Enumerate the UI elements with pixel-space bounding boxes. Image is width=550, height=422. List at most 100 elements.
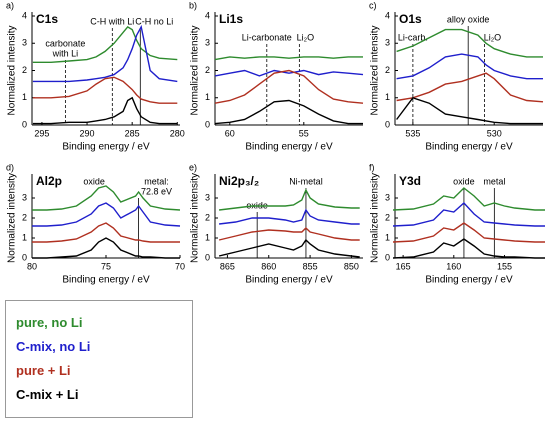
x-tick-label: 60 bbox=[225, 128, 235, 138]
panel-title: Y3d bbox=[399, 174, 421, 188]
spectrum-line bbox=[396, 72, 544, 103]
y-axis-label: Normalized intensity bbox=[370, 173, 381, 263]
spectrum-line bbox=[32, 202, 181, 227]
x-tick-label: 285 bbox=[125, 128, 140, 138]
y-tick-label: 3 bbox=[205, 38, 210, 48]
annotation: oxide bbox=[453, 176, 475, 186]
y-tick-label: 4 bbox=[385, 10, 390, 20]
y-tick-label: 2 bbox=[205, 212, 210, 222]
annotation: carbonate bbox=[45, 38, 85, 48]
x-axis-label: Binding energy / eV bbox=[245, 142, 333, 153]
spectrum-line bbox=[32, 185, 181, 211]
spectrum-line bbox=[392, 187, 545, 211]
spectrum-line bbox=[396, 53, 543, 80]
x-tick-label: 530 bbox=[487, 128, 502, 138]
x-tick-label: 535 bbox=[405, 128, 420, 138]
spectrum-line bbox=[219, 188, 360, 211]
annotation: C-H no Li bbox=[135, 16, 173, 26]
x-axis-label: Binding energy / eV bbox=[425, 275, 513, 286]
y-axis-label: Normalized intensity bbox=[190, 25, 201, 115]
spectrum-line bbox=[396, 96, 543, 125]
x-tick-label: 80 bbox=[27, 261, 37, 271]
x-axis-label: Binding energy / eV bbox=[245, 275, 333, 286]
y-tick-label: 0 bbox=[205, 252, 210, 262]
x-tick-label: 290 bbox=[80, 128, 95, 138]
panel-title: Ni2p₃/₂ bbox=[219, 174, 259, 188]
legend: pure, no Li C-mix, no Li pure + Li C-mix + … bbox=[5, 300, 193, 418]
spectrum-line bbox=[218, 227, 360, 241]
y-tick-label: 0 bbox=[22, 119, 27, 129]
y-tick-label: 2 bbox=[22, 212, 27, 222]
annotation: with Li bbox=[52, 48, 79, 58]
y-tick-label: 4 bbox=[22, 10, 27, 20]
y-tick-label: 0 bbox=[385, 252, 390, 262]
spectrum-line bbox=[392, 202, 545, 227]
y-tick-label: 1 bbox=[22, 232, 27, 242]
x-tick-label: 855 bbox=[303, 261, 318, 271]
x-axis-label: Binding energy / eV bbox=[62, 275, 150, 286]
panel-letter: c) bbox=[369, 0, 377, 10]
y-axis-label: Normalized intensity bbox=[370, 25, 381, 115]
y-tick-label: 1 bbox=[205, 92, 210, 102]
y-tick-label: 1 bbox=[385, 232, 390, 242]
spectrum-line bbox=[32, 222, 180, 243]
annotation: Li-carbonate bbox=[242, 32, 292, 42]
annotation: C-H with Li bbox=[90, 16, 134, 26]
annotation: Li-carb. bbox=[398, 32, 428, 42]
spectrum-line bbox=[32, 237, 180, 259]
x-tick-label: 295 bbox=[34, 128, 49, 138]
y-tick-label: 1 bbox=[205, 232, 210, 242]
legend-entry: C-mix, no Li bbox=[16, 339, 91, 354]
annotation: oxide bbox=[83, 176, 105, 186]
y-tick-label: 2 bbox=[385, 65, 390, 75]
y-tick-label: 3 bbox=[385, 38, 390, 48]
y-tick-label: 1 bbox=[385, 92, 390, 102]
panel-letter: d) bbox=[6, 162, 14, 172]
annotation: 72.8 eV bbox=[141, 186, 172, 196]
legend-entry: pure + Li bbox=[16, 363, 71, 378]
panel-letter: e) bbox=[189, 162, 197, 172]
y-tick-label: 3 bbox=[22, 38, 27, 48]
annotation: alloy oxide bbox=[447, 14, 490, 24]
annotation: metal: bbox=[144, 176, 169, 186]
spectrum-line bbox=[214, 56, 363, 61]
y-tick-label: 0 bbox=[22, 252, 27, 262]
annotation: metal bbox=[483, 176, 505, 186]
spectrum-line bbox=[214, 69, 364, 77]
spectrum-line bbox=[32, 24, 178, 83]
x-axis-label: Binding energy / eV bbox=[62, 142, 150, 153]
x-tick-label: 160 bbox=[446, 261, 461, 271]
x-tick-label: 75 bbox=[101, 261, 111, 271]
y-tick-label: 3 bbox=[205, 192, 210, 202]
x-tick-label: 865 bbox=[220, 261, 235, 271]
spectrum-line bbox=[218, 238, 360, 258]
spectrum-line bbox=[32, 76, 178, 104]
spectrum-line bbox=[214, 69, 364, 104]
spectrum-line bbox=[396, 28, 543, 58]
y-tick-label: 2 bbox=[205, 65, 210, 75]
x-axis-label: Binding energy / eV bbox=[425, 142, 513, 153]
x-tick-label: 70 bbox=[175, 261, 185, 271]
panel-title: Li1s bbox=[219, 12, 243, 26]
legend-entry: C-mix + Li bbox=[16, 387, 79, 402]
spectrum-line bbox=[214, 99, 363, 125]
annotation: Li₂O bbox=[297, 32, 315, 42]
y-axis-label: Normalized intensity bbox=[7, 173, 18, 263]
panel-letter: a) bbox=[6, 0, 14, 10]
panel-title: Al2p bbox=[36, 174, 62, 188]
y-tick-label: 0 bbox=[385, 119, 390, 129]
spectrum-line bbox=[392, 222, 545, 243]
y-axis-label: Normalized intensity bbox=[190, 173, 201, 263]
x-tick-label: 155 bbox=[497, 261, 512, 271]
y-tick-label: 2 bbox=[22, 65, 27, 75]
x-tick-label: 860 bbox=[261, 261, 276, 271]
panel-title: O1s bbox=[399, 12, 422, 26]
y-tick-label: 0 bbox=[205, 119, 210, 129]
annotation: Ni-metal bbox=[289, 176, 323, 186]
panel-title: C1s bbox=[36, 12, 58, 26]
y-tick-label: 3 bbox=[22, 192, 27, 202]
spectrum-line bbox=[392, 238, 545, 259]
panel-letter: b) bbox=[189, 0, 197, 10]
